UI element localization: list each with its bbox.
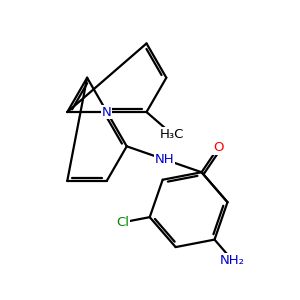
- Text: N: N: [102, 106, 112, 118]
- Text: NH: NH: [154, 153, 174, 166]
- Text: H₃C: H₃C: [160, 128, 184, 141]
- Text: Cl: Cl: [116, 216, 129, 229]
- Text: NH₂: NH₂: [220, 254, 245, 267]
- Text: O: O: [213, 141, 224, 154]
